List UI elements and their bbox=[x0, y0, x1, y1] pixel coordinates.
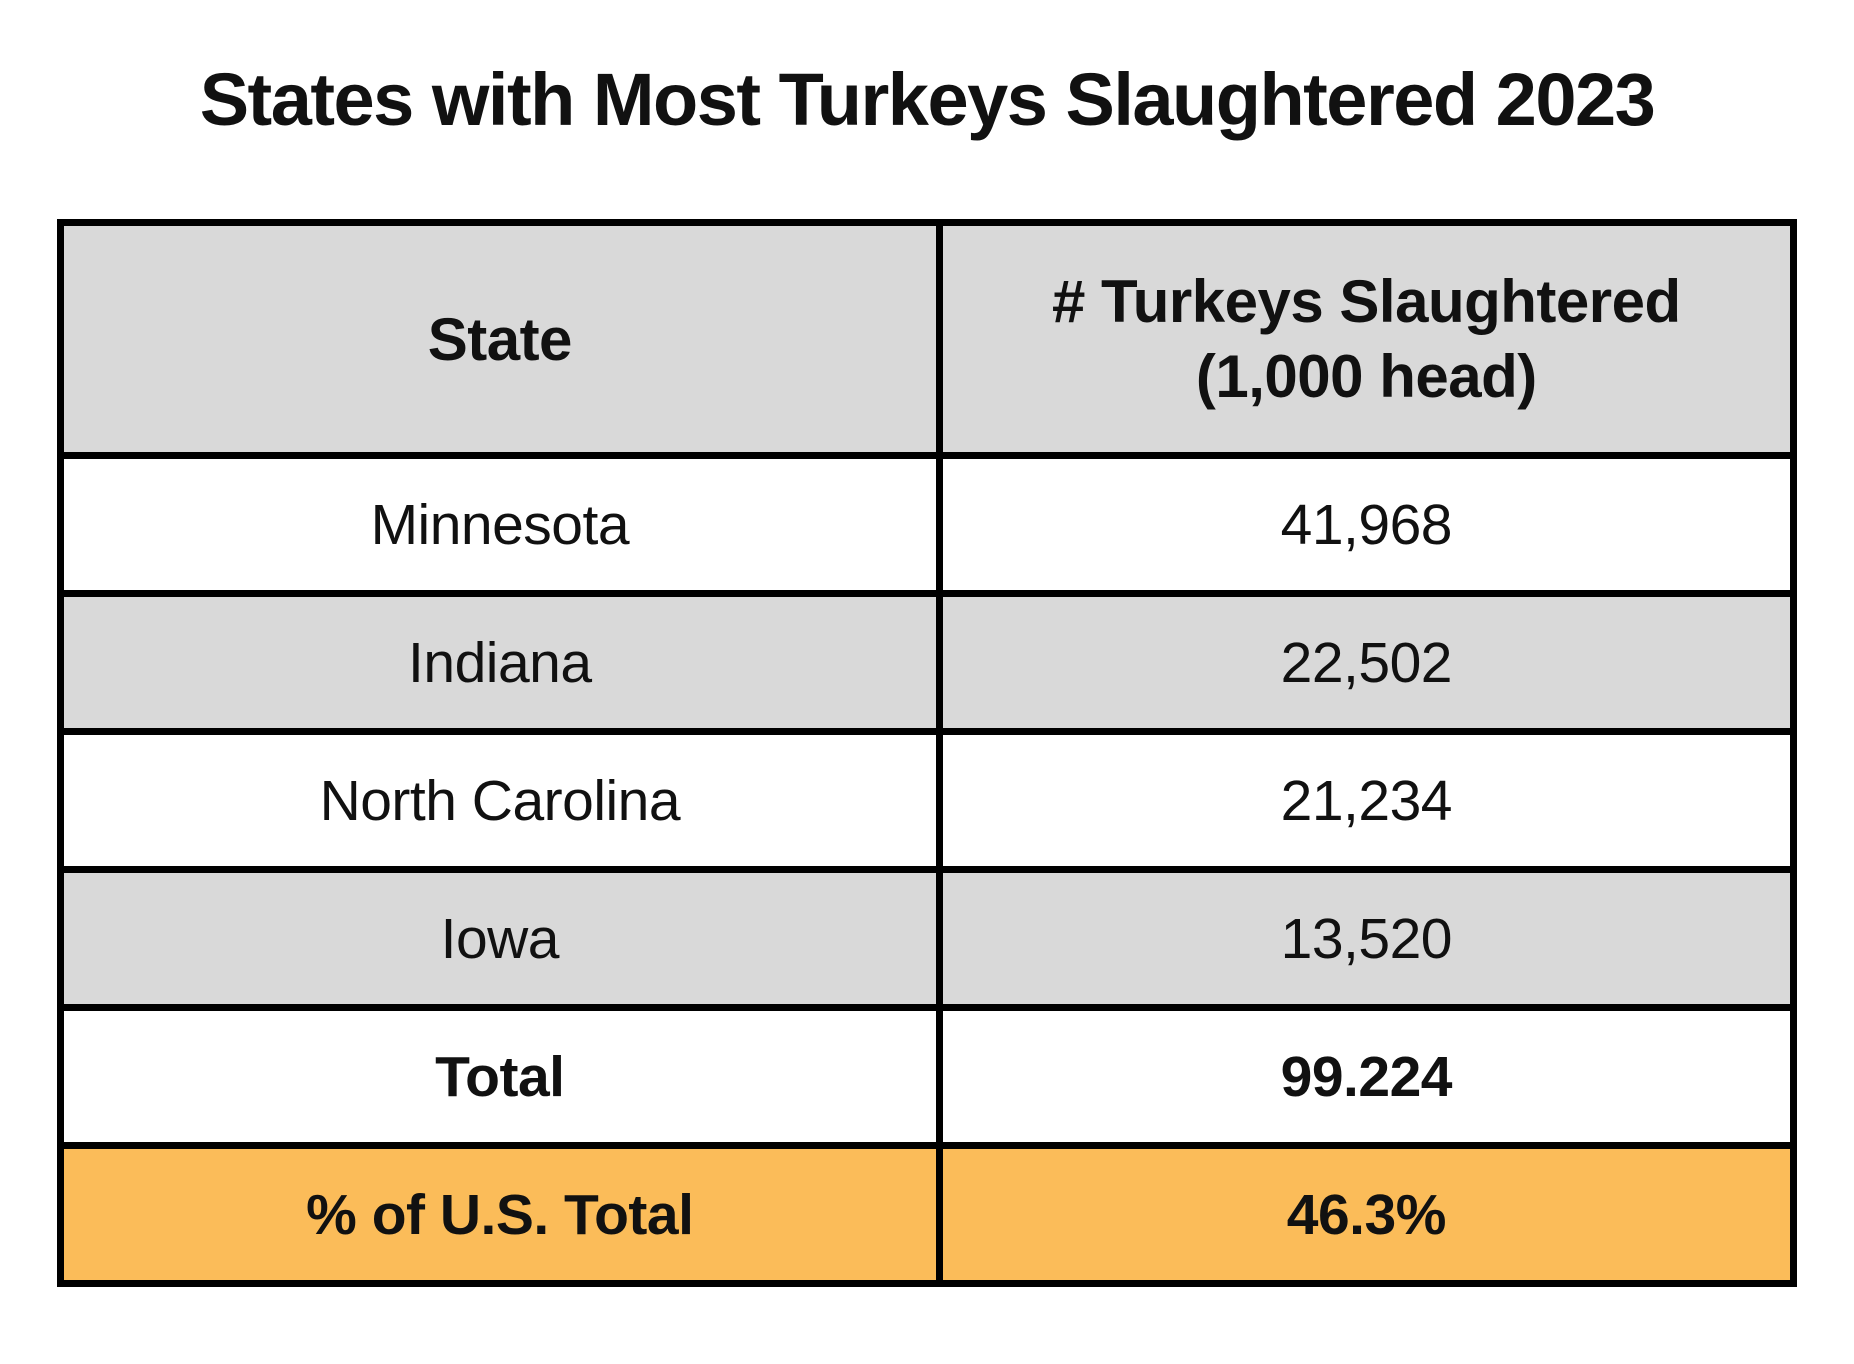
percent-label-cell: % of U.S. Total bbox=[57, 1142, 943, 1287]
value-cell: 13,520 bbox=[935, 866, 1798, 1011]
table-row-minnesota: Minnesota 41,968 bbox=[57, 452, 1798, 597]
turkey-table: State # Turkeys Slaughtered (1,000 head)… bbox=[57, 219, 1798, 1287]
state-cell: Minnesota bbox=[57, 452, 943, 597]
header-cell-state: State bbox=[57, 219, 943, 459]
value-cell: 21,234 bbox=[935, 728, 1798, 873]
percent-value-cell: 46.3% bbox=[935, 1142, 1798, 1287]
value-cell: 22,502 bbox=[935, 590, 1798, 735]
total-value-cell: 99.224 bbox=[935, 1004, 1798, 1149]
chart-title: States with Most Turkeys Slaughtered 202… bbox=[199, 58, 1656, 141]
value-cell: 41,968 bbox=[935, 452, 1798, 597]
header-cell-value: # Turkeys Slaughtered (1,000 head) bbox=[935, 219, 1798, 459]
state-cell: North Carolina bbox=[57, 728, 943, 873]
state-cell: Iowa bbox=[57, 866, 943, 1011]
total-label-cell: Total bbox=[57, 1004, 943, 1149]
table-row-percent-us-total: % of U.S. Total 46.3% bbox=[57, 1142, 1798, 1287]
state-cell: Indiana bbox=[57, 590, 943, 735]
header-value-line2: (1,000 head) bbox=[1195, 343, 1537, 410]
table-row-north-carolina: North Carolina 21,234 bbox=[57, 728, 1798, 873]
table-row-iowa: Iowa 13,520 bbox=[57, 866, 1798, 1011]
header-row: State # Turkeys Slaughtered (1,000 head) bbox=[57, 219, 1798, 459]
table-row-total: Total 99.224 bbox=[57, 1004, 1798, 1149]
header-value-line1: # Turkeys Slaughtered bbox=[1052, 268, 1681, 335]
table-row-indiana: Indiana 22,502 bbox=[57, 590, 1798, 735]
